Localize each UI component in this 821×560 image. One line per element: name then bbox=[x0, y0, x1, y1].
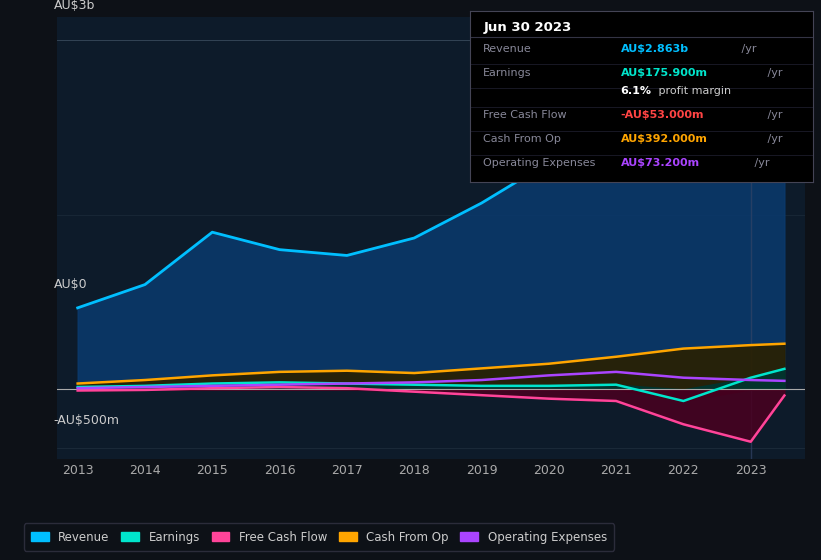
Text: /yr: /yr bbox=[751, 158, 769, 168]
Text: Earnings: Earnings bbox=[484, 68, 532, 78]
Text: Operating Expenses: Operating Expenses bbox=[484, 158, 596, 168]
Text: /yr: /yr bbox=[764, 68, 782, 78]
Text: 6.1%: 6.1% bbox=[621, 86, 652, 96]
Text: Free Cash Flow: Free Cash Flow bbox=[484, 110, 567, 120]
Text: AU$392.000m: AU$392.000m bbox=[621, 134, 708, 144]
Text: AU$175.900m: AU$175.900m bbox=[621, 68, 708, 78]
Text: -AU$500m: -AU$500m bbox=[53, 414, 120, 427]
Legend: Revenue, Earnings, Free Cash Flow, Cash From Op, Operating Expenses: Revenue, Earnings, Free Cash Flow, Cash … bbox=[24, 524, 614, 550]
Text: /yr: /yr bbox=[764, 134, 782, 144]
Text: AU$3b: AU$3b bbox=[53, 0, 95, 12]
Text: Jun 30 2023: Jun 30 2023 bbox=[484, 21, 571, 35]
Text: /yr: /yr bbox=[738, 44, 756, 54]
Text: Revenue: Revenue bbox=[484, 44, 532, 54]
Text: AU$73.200m: AU$73.200m bbox=[621, 158, 699, 168]
Text: /yr: /yr bbox=[764, 110, 782, 120]
Text: AU$0: AU$0 bbox=[53, 278, 87, 291]
Text: -AU$53.000m: -AU$53.000m bbox=[621, 110, 704, 120]
Text: profit margin: profit margin bbox=[655, 86, 731, 96]
Text: Cash From Op: Cash From Op bbox=[484, 134, 562, 144]
Text: AU$2.863b: AU$2.863b bbox=[621, 44, 689, 54]
